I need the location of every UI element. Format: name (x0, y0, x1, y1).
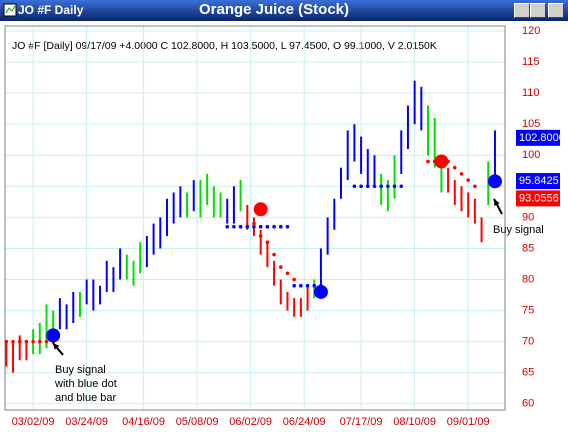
stop-dot (292, 277, 296, 282)
stop-dot (305, 283, 310, 288)
title-bar: JO #F Daily Orange Juice (Stock) (0, 0, 568, 21)
stop-dot (278, 265, 283, 269)
minimize-button[interactable] (514, 3, 530, 18)
stop-dot (245, 224, 250, 229)
stop-dot (466, 178, 470, 182)
x-tick-label: 03/02/09 (12, 416, 55, 428)
y-tick-label: 105 (522, 118, 540, 130)
stop-dot (4, 339, 9, 344)
signal-dot (313, 284, 328, 299)
price-marker (516, 129, 560, 146)
stop-dot (426, 159, 430, 164)
y-tick-label: 110 (522, 87, 540, 99)
stop-dot (238, 224, 243, 229)
close-button[interactable] (548, 3, 564, 18)
stop-dot (232, 224, 236, 229)
x-tick-label: 05/08/09 (176, 416, 219, 428)
x-tick-label: 06/02/09 (229, 416, 272, 428)
stop-dot (17, 339, 22, 344)
y-tick-label: 120 (522, 25, 540, 37)
stop-dot (31, 339, 35, 344)
stop-dot (312, 283, 317, 288)
stop-dot (272, 252, 276, 257)
y-tick-label: 100 (522, 149, 540, 161)
price-marker (516, 173, 560, 190)
window-title: JO #F Daily (18, 3, 84, 17)
stop-dot (24, 339, 29, 344)
stop-dot (258, 224, 263, 229)
y-tick-label: 80 (522, 273, 534, 285)
y-tick-label: 65 (522, 367, 534, 379)
stop-dot (352, 184, 357, 189)
stop-dot (452, 165, 457, 170)
stop-dot (278, 224, 283, 229)
x-tick-label: 03/24/09 (65, 416, 108, 428)
stop-dot (392, 184, 397, 189)
x-tick-label: 06/24/09 (283, 416, 326, 428)
stop-dot (473, 184, 477, 189)
stop-dot (252, 224, 256, 229)
stop-dot (372, 184, 377, 189)
price-marker-label: 95.8425 (519, 175, 559, 187)
stop-dot (292, 283, 296, 288)
annotation: with blue dot (54, 378, 117, 390)
stop-dot (38, 339, 42, 344)
price-marker-label: 102.8000 (519, 132, 565, 144)
annotation: Buy signal (55, 364, 106, 376)
stop-dot (285, 271, 290, 276)
x-tick-label: 04/16/09 (122, 416, 165, 428)
info-line: JO #F [Daily] 09/17/09 +4.0000 C 102.800… (12, 40, 437, 52)
plot-frame (4, 25, 506, 411)
x-tick-label: 09/01/09 (447, 416, 490, 428)
signal-dot (46, 328, 61, 343)
stop-dot (265, 240, 270, 245)
stop-dot (359, 184, 363, 189)
signal-dot (487, 174, 502, 189)
y-tick-label: 85 (522, 242, 534, 254)
price-marker (516, 190, 560, 207)
chart-title: Orange Juice (Stock) (198, 1, 350, 18)
chart: JO #F [Daily] 09/17/09 +4.0000 C 102.800… (0, 21, 568, 432)
stop-dot (258, 234, 263, 238)
stop-dot (265, 224, 270, 229)
stop-dot (379, 184, 383, 189)
signal-dot (434, 154, 449, 169)
stop-dot (299, 283, 303, 288)
annotation: Buy signal (493, 224, 544, 236)
stop-dot (285, 224, 290, 229)
signal-dot (253, 202, 268, 217)
stop-dot (44, 339, 49, 344)
stop-dot (272, 224, 276, 229)
y-tick-label: 75 (522, 304, 534, 316)
y-tick-label: 60 (522, 398, 534, 410)
stop-dot (365, 184, 370, 189)
stop-dot (225, 224, 230, 229)
x-tick-label: 08/10/09 (393, 416, 436, 428)
arrow-head (53, 343, 60, 350)
y-tick-label: 115 (522, 56, 540, 68)
price-marker-label: 93.0556 (519, 192, 559, 204)
x-tick-label: 07/17/09 (340, 416, 383, 428)
y-tick-label: 90 (522, 211, 534, 223)
icon (3, 3, 17, 17)
arrow-head (494, 199, 500, 206)
stop-dot (399, 184, 404, 189)
annotation: and blue bar (55, 392, 116, 404)
stop-dot (386, 184, 390, 189)
y-tick-label: 70 (522, 336, 534, 348)
stop-dot (11, 339, 15, 344)
stop-dot (459, 172, 464, 176)
stop-dot (252, 221, 256, 226)
maximize-button[interactable] (530, 3, 546, 18)
